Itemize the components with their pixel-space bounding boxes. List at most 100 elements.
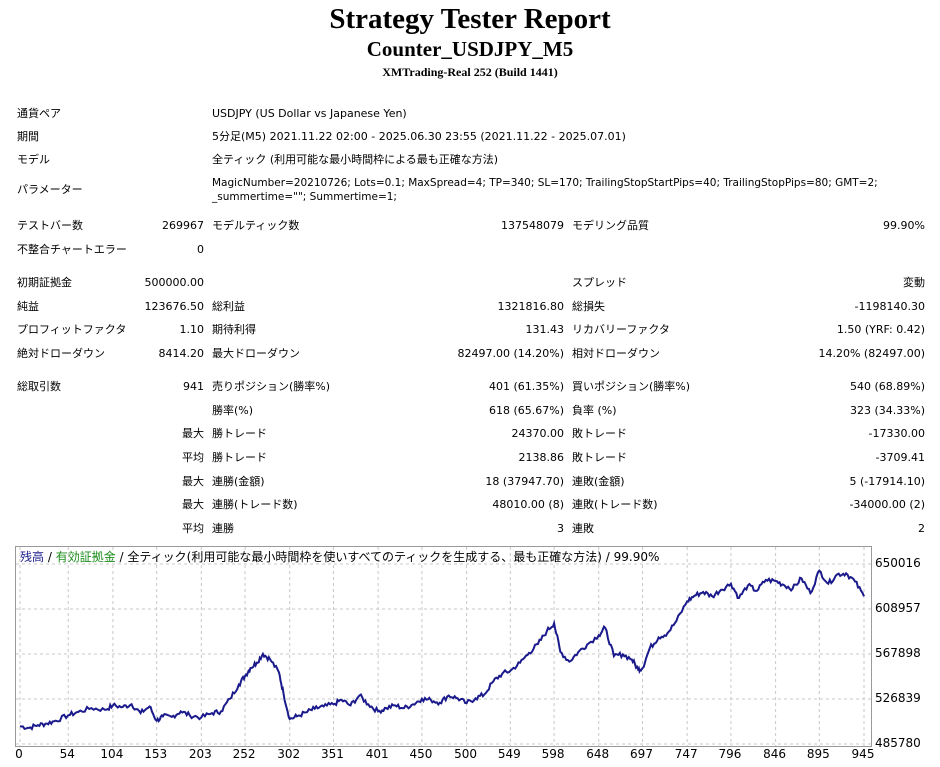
x-tick-label: 549 [497,747,521,761]
avg-cons-loss-value: 2 [918,522,925,535]
cons-win-cnt-value: 48010.00 (8) [492,498,564,511]
params-line2: _summertime=""; Summertime=1; [212,191,397,203]
server-build: XMTrading-Real 252 (Build 1441) [382,65,558,79]
x-tick-label: 598 [541,747,565,761]
period-value: 5分足(M5) 2021.11.22 02:00 - 2025.06.30 23… [212,130,626,143]
expected-value: 131.43 [525,323,565,336]
x-tick-label: 302 [277,747,301,761]
pf-label: プロフィットファクタ [17,323,127,336]
ticks-label: モデルティック数 [212,219,300,232]
x-tick-label: 648 [586,747,610,761]
x-tick-label: 796 [718,747,742,761]
legend-sep1: / [44,550,56,564]
spread-value: 変動 [903,276,925,289]
trades-label: 総取引数 [17,380,61,393]
quality-value: 99.90% [883,219,925,232]
x-tick-label: 697 [630,747,653,761]
x-tick-label: 54 [59,747,75,761]
period-label: 期間 [17,130,39,143]
avg-cons-win-value: 3 [557,522,564,535]
report-subtitle: Counter_USDJPY_M5 [366,37,574,61]
long-value: 540 (68.89%) [849,380,925,393]
x-tick-label: 450 [409,747,433,761]
x-tick-label: 895 [806,747,830,761]
x-tick-label: 945 [851,747,875,761]
max-dd-value: 82497.00 (14.20%) [457,347,564,360]
avg-win-value: 2138.86 [518,451,565,464]
x-tick-label: 401 [365,747,389,761]
long-label: 買いポジション(勝率%) [572,380,691,393]
cons-loss-cnt-value: -34000.00 (2) [849,498,925,511]
avg-loss-value: -3709.41 [875,451,925,464]
largest-prefix: 最大 [182,427,204,440]
y-tick-label: 485780 [875,736,921,750]
pf-value: 1.10 [179,323,205,336]
deposit-value: 500000.00 [144,276,205,289]
bars-value: 269967 [162,219,204,232]
abs-dd-label: 絶対ドローダウン [17,347,105,360]
model-label: モデル [17,153,50,166]
avg-cons-win-label: 連勝 [212,522,234,535]
short-value: 401 (61.35%) [488,380,564,393]
max-dd-label: 最大ドローダウン [212,347,300,360]
x-tick-label: 153 [144,747,168,761]
balance-chart-svg [16,547,871,746]
deposit-label: 初期証拠金 [17,276,72,289]
report-title: Strategy Tester Report [329,3,611,35]
model-value: 全ティック (利用可能な最小時間枠による最も正確な方法) [212,153,499,166]
params-line1: MagicNumber=20210726; Lots=0.1; MaxSprea… [212,177,878,189]
expected-label: 期待利得 [212,323,256,336]
bars-label: テストバー数 [17,219,83,232]
gross-loss-value: -1198140.30 [854,300,925,313]
quality-label: モデリング品質 [572,219,649,232]
balance-chart [15,546,872,747]
x-tick-label: 500 [454,747,477,761]
cons-win-cnt-label: 連勝(トレード数) [212,498,298,511]
cons-cnt-prefix: 最大 [182,498,204,511]
x-tick-label: 203 [188,747,212,761]
params-label: パラメーター [17,183,83,196]
trades-value: 941 [183,380,204,393]
gross-loss-label: 総損失 [572,300,605,313]
symbol-value: USDJPY (US Dollar vs Japanese Yen) [212,107,407,120]
y-tick-label: 650016 [875,556,921,570]
x-tick-label: 351 [321,747,344,761]
largest-loss-label: 敗トレード [572,427,627,440]
legend-balance: 残高 [20,550,45,564]
rel-dd-value: 14.20% (82497.00) [818,347,925,360]
largest-loss-value: -17330.00 [868,427,925,440]
spread-label: スプレッド [572,276,627,289]
win-rate-label: 勝率(%) [212,404,254,417]
net-label: 純益 [17,300,39,313]
cons-win-amt-value: 18 (37947.70) [485,475,564,488]
recovery-label: リカバリーファクタ [572,323,670,336]
legend-description: 全ティック(利用可能な最小時間枠を使いすべてのティックを生成する、最も正確な方法… [127,550,660,564]
avg-cons-loss-label: 連敗 [572,522,594,535]
x-tick-label: 252 [232,747,256,761]
largest-win-value: 24370.00 [511,427,565,440]
recovery-value: 1.50 (YRF: 0.42) [836,323,925,336]
gross-profit-label: 総利益 [212,300,245,313]
win-rate-value: 618 (65.67%) [488,404,564,417]
symbol-label: 通貨ペア [17,107,61,120]
cons-loss-cnt-label: 連敗(トレード数) [572,498,658,511]
largest-win-label: 勝トレード [212,427,267,440]
avg-loss-label: 敗トレード [572,451,627,464]
chart-legend: 残高 / 有効証拠金 / 全ティック(利用可能な最小時間枠を使いすべてのティック… [20,550,659,565]
loss-rate-value: 323 (34.33%) [849,404,925,417]
short-label: 売りポジション(勝率%) [212,380,331,393]
net-value: 123676.50 [144,300,205,313]
cons-amt-prefix: 最大 [182,475,204,488]
balance-line [19,569,865,731]
average-prefix: 平均 [182,451,204,464]
y-tick-label: 526839 [875,691,921,705]
mismatch-value: 0 [197,243,204,256]
x-tick-label: 747 [674,747,698,761]
gross-profit-value: 1321816.80 [497,300,564,313]
avg-cons-prefix: 平均 [182,522,204,535]
x-tick-label: 846 [763,747,787,761]
y-tick-label: 567898 [875,646,921,660]
x-tick-label: 0 [15,747,23,761]
cons-loss-amt-value: 5 (-17914.10) [849,475,925,488]
mismatch-label: 不整合チャートエラー [17,243,127,256]
